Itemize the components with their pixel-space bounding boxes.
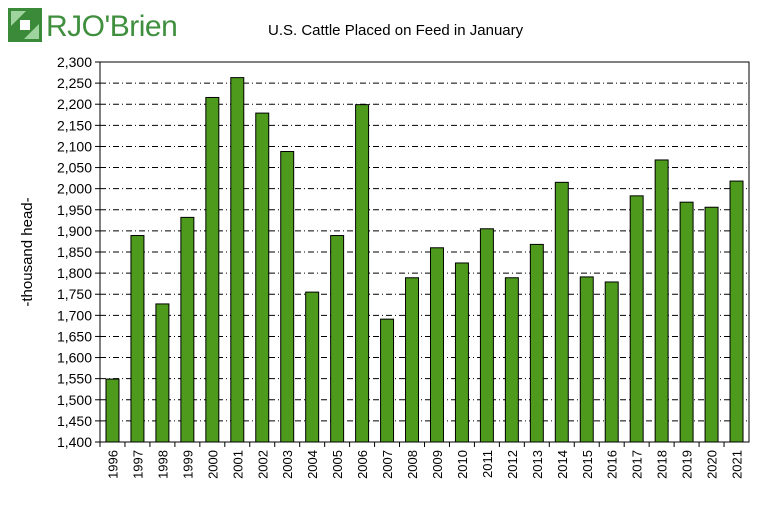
x-tick-label: 2018: [655, 450, 670, 479]
x-tick-label: 2013: [530, 450, 545, 479]
y-tick-label: 1,400: [57, 434, 92, 450]
bar: [729, 180, 744, 443]
x-tick-label: 1999: [180, 450, 195, 479]
bar: [704, 206, 719, 443]
y-tick-label: 2,150: [57, 117, 92, 133]
x-tick-label: 2002: [255, 450, 270, 479]
x-tick-label: 2001: [230, 450, 245, 479]
x-tick-label: 1998: [155, 450, 170, 479]
x-tick-label: 2011: [480, 450, 495, 478]
y-tick-label: 1,950: [57, 202, 92, 218]
bar: [180, 216, 195, 443]
bar: [579, 276, 594, 443]
x-tick-label: 2020: [705, 450, 720, 479]
y-tick-label: 2,250: [57, 75, 92, 91]
x-tick-label: 2014: [555, 450, 570, 479]
axes: [95, 61, 750, 447]
x-tick-label: 2003: [280, 450, 295, 479]
bar: [454, 262, 469, 443]
x-tick-label: 2004: [305, 450, 320, 479]
y-tick-label: 2,000: [57, 181, 92, 197]
bar: [479, 228, 494, 443]
bar: [155, 303, 170, 443]
bar: [504, 277, 519, 443]
x-tick-label: 1997: [130, 450, 145, 479]
bar: [429, 247, 444, 443]
bar: [554, 181, 569, 443]
x-tick-labels: 1996 1997 1998 1999 2000 2001 2002 2003 2004 2005…: [105, 450, 744, 479]
x-tick-label: 1996: [105, 450, 120, 479]
y-tick-label: 1,550: [57, 371, 92, 387]
x-tick-label: 2017: [630, 450, 645, 479]
y-tick-label: 1,650: [57, 328, 92, 344]
x-tick-label: 2007: [380, 450, 395, 479]
y-tick-label: 1,500: [57, 392, 92, 408]
chart-title: U.S. Cattle Placed on Feed in January: [268, 22, 524, 39]
bar: [255, 112, 270, 443]
bar: [105, 378, 120, 443]
bar: [330, 235, 345, 443]
y-axis-title: -thousand head-: [19, 197, 36, 306]
x-tick-label: 2019: [680, 450, 695, 479]
bar: [205, 96, 220, 443]
x-tick-label: 2000: [205, 450, 220, 479]
logo-mark-icon: [8, 8, 42, 42]
bar: [130, 235, 145, 443]
bars: [105, 77, 744, 443]
x-tick-label: 2005: [330, 450, 345, 479]
bar: [405, 277, 420, 443]
y-tick-label: 1,900: [57, 223, 92, 239]
y-tick-label: 1,600: [57, 350, 92, 366]
y-tick-label: 1,850: [57, 244, 92, 260]
x-tick-label: 2008: [405, 450, 420, 479]
y-tick-labels: 1,400 1,450 1,500 1,550 1,600 1,650 1,700 1,750…: [57, 54, 92, 450]
y-tick-label: 1,700: [57, 307, 92, 323]
bar: [529, 243, 544, 443]
y-tick-label: 2,300: [57, 54, 92, 70]
bar: [629, 195, 644, 443]
rjobrien-logo: RJO'Brien: [6, 6, 178, 46]
x-tick-label: 2021: [730, 450, 745, 479]
bar: [679, 201, 694, 443]
y-tick-label: 2,050: [57, 160, 92, 176]
bar: [654, 159, 669, 443]
bar: [305, 291, 320, 443]
y-tick-label: 1,750: [57, 286, 92, 302]
x-tick-label: 2010: [455, 450, 470, 479]
bar: [604, 281, 619, 443]
y-tick-label: 2,100: [57, 138, 92, 154]
bar: [355, 104, 370, 443]
y-tick-label: 2,200: [57, 96, 92, 112]
bar: [380, 318, 395, 443]
x-tick-label: 2009: [430, 450, 445, 479]
logo-text: RJO'Brien: [46, 10, 178, 43]
x-tick-label: 2016: [605, 450, 620, 479]
bar: [230, 77, 245, 443]
y-tick-label: 1,800: [57, 265, 92, 281]
grid-lines: [100, 61, 749, 422]
x-tick-label: 2012: [505, 450, 520, 479]
y-tick-label: 1,450: [57, 413, 92, 429]
plot-frame: [99, 61, 750, 443]
bar: [280, 151, 295, 443]
x-tick-label: 2015: [580, 450, 595, 479]
x-tick-label: 2006: [355, 450, 370, 479]
